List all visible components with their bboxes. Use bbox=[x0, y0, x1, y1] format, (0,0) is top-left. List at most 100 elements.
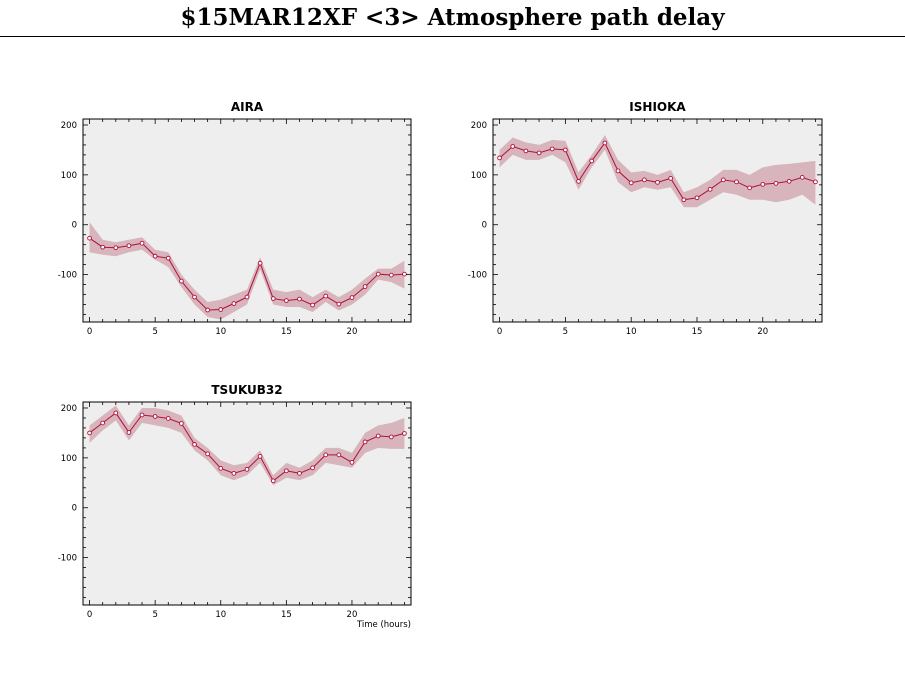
data-point bbox=[165, 255, 171, 261]
data-point bbox=[139, 240, 145, 246]
data-point bbox=[681, 197, 687, 203]
data-point bbox=[362, 439, 368, 445]
data-point bbox=[602, 140, 608, 146]
data-point bbox=[87, 430, 92, 436]
data-point bbox=[349, 295, 355, 300]
data-point bbox=[297, 470, 302, 476]
data-point bbox=[799, 175, 805, 180]
data-point bbox=[257, 260, 263, 266]
y-tick-label: -100 bbox=[58, 271, 77, 281]
plot-area bbox=[83, 402, 411, 605]
data-point bbox=[152, 414, 158, 419]
y-tick-label: 0 bbox=[72, 221, 77, 231]
data-point bbox=[349, 460, 355, 465]
data-point bbox=[497, 155, 502, 161]
x-tick-label: 0 bbox=[87, 327, 92, 337]
data-point bbox=[576, 178, 581, 184]
x-tick-label: 0 bbox=[87, 610, 92, 620]
x-tick-label: 10 bbox=[215, 610, 226, 620]
data-point bbox=[192, 294, 197, 300]
x-tick-label: 20 bbox=[757, 327, 768, 337]
x-tick-label: 0 bbox=[497, 327, 502, 337]
y-tick-label: 0 bbox=[482, 221, 487, 231]
data-point bbox=[100, 420, 106, 426]
data-point bbox=[388, 272, 394, 278]
x-tick-label: 5 bbox=[152, 610, 157, 620]
chart-title: AIRA bbox=[231, 100, 264, 114]
data-point bbox=[113, 245, 119, 251]
y-tick-label: 100 bbox=[471, 171, 487, 181]
data-point bbox=[231, 470, 237, 476]
x-tick-label: 5 bbox=[563, 327, 568, 337]
x-tick-label: 15 bbox=[281, 327, 292, 337]
data-point bbox=[563, 147, 568, 153]
y-tick-label: 0 bbox=[72, 504, 77, 514]
data-point bbox=[284, 298, 289, 303]
data-point bbox=[139, 412, 145, 418]
x-tick-label: 20 bbox=[347, 327, 358, 337]
data-point bbox=[231, 301, 237, 306]
data-point bbox=[310, 465, 315, 471]
data-point bbox=[87, 235, 92, 241]
data-point bbox=[402, 271, 407, 277]
x-tick-label: 5 bbox=[152, 327, 157, 337]
data-point bbox=[284, 468, 289, 474]
data-point bbox=[126, 243, 132, 249]
data-point bbox=[615, 168, 621, 174]
data-point bbox=[126, 430, 132, 435]
data-point bbox=[257, 454, 263, 459]
data-point bbox=[336, 301, 342, 307]
data-point bbox=[205, 307, 210, 313]
data-point bbox=[628, 180, 634, 186]
data-point bbox=[786, 178, 792, 184]
chart-panel-3: TSUKUB32 0 5 10 15 20 200 100 0 -100 Time (hours) bbox=[58, 383, 412, 630]
data-point bbox=[734, 179, 739, 185]
data-point bbox=[244, 466, 250, 472]
data-point bbox=[510, 144, 516, 149]
data-point bbox=[336, 452, 342, 458]
data-point bbox=[747, 185, 752, 191]
data-point bbox=[668, 176, 674, 181]
data-point bbox=[549, 146, 555, 152]
data-point bbox=[165, 416, 171, 421]
y-tick-label: 200 bbox=[471, 121, 487, 131]
data-point bbox=[323, 452, 329, 458]
data-point bbox=[760, 181, 766, 187]
data-point bbox=[244, 294, 250, 300]
data-point bbox=[179, 421, 184, 426]
title-divider bbox=[0, 36, 905, 37]
x-tick-label: 15 bbox=[692, 327, 703, 337]
data-point bbox=[655, 179, 660, 185]
data-point bbox=[694, 195, 700, 201]
page-title: $15MAR12XF <3> Atmosphere path delay bbox=[180, 4, 725, 31]
data-point bbox=[218, 465, 224, 471]
data-point bbox=[310, 302, 315, 308]
y-tick-label: -100 bbox=[468, 271, 487, 281]
chart-title: ISHIOKA bbox=[629, 100, 686, 114]
y-tick-label: 100 bbox=[61, 171, 77, 181]
data-point bbox=[536, 150, 542, 156]
data-point bbox=[707, 186, 713, 192]
x-tick-label: 20 bbox=[347, 610, 358, 620]
y-tick-label: 200 bbox=[61, 404, 77, 414]
data-point bbox=[362, 284, 368, 289]
uncertainty-band bbox=[89, 405, 405, 486]
x-axis-label: Time (hours) bbox=[356, 620, 411, 630]
uncertainty-band bbox=[499, 135, 816, 208]
data-point bbox=[179, 278, 184, 284]
data-point bbox=[218, 307, 224, 312]
data-point bbox=[100, 244, 106, 250]
data-point bbox=[323, 293, 329, 299]
x-tick-label: 15 bbox=[281, 610, 292, 620]
y-tick-label: 200 bbox=[61, 121, 77, 131]
x-tick-label: 10 bbox=[626, 327, 637, 337]
chart-panel-1: AIRA 0 5 10 15 20 200 100 0 -100 bbox=[58, 100, 412, 337]
data-point bbox=[152, 253, 158, 259]
data-point bbox=[113, 410, 119, 416]
data-point bbox=[375, 433, 381, 439]
data-point bbox=[297, 296, 302, 302]
data-point bbox=[192, 442, 197, 447]
y-tick-label: 100 bbox=[61, 454, 77, 464]
data-point bbox=[388, 434, 394, 440]
